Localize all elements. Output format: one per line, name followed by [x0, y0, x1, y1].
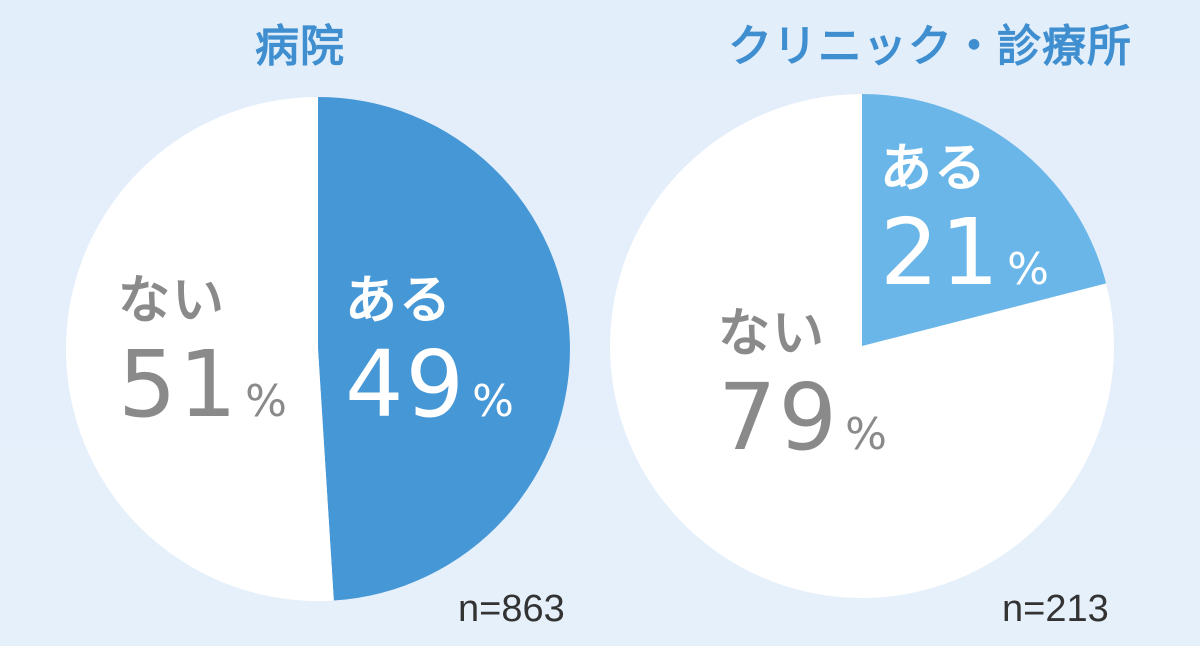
pie-hospital: [65, 97, 570, 601]
slice-value: 21: [880, 199, 1002, 306]
slice-name: ない: [718, 304, 827, 364]
chart-hospital: 病院 ある 49% ない 51% n=863: [65, 21, 570, 630]
slice-value: 49: [345, 331, 467, 438]
slice-unit: %: [472, 376, 516, 427]
slice-name: ある: [880, 139, 989, 199]
pie-slice-nai: [65, 97, 334, 601]
slice-label-aru: ある 49%: [345, 275, 516, 431]
slice-name: ある: [345, 271, 454, 331]
slice-value: 79: [718, 364, 840, 471]
chart-clinic: クリニック・診療所 ある 21% ない 79% n=213: [600, 0, 1200, 646]
pie-slice-aru: [318, 97, 570, 601]
slice-unit: %: [245, 376, 289, 427]
slice-label-nai: ない 51%: [118, 275, 289, 431]
slice-name: ない: [118, 271, 227, 331]
chart-title: 病院: [255, 21, 345, 72]
slice-unit: %: [1007, 244, 1051, 295]
chart-title: クリニック・診療所: [727, 21, 1133, 72]
pie-slice-nai: [609, 94, 1114, 598]
slice-label-nai: ない 79%: [718, 308, 889, 464]
slice-value: 51: [118, 331, 240, 438]
slice-unit: %: [845, 409, 889, 460]
pie-slice-aru: [862, 94, 1107, 346]
sample-size-label: n=213: [1002, 588, 1109, 630]
slice-label-aru: ある 21%: [880, 143, 1051, 299]
pie-clinic: [609, 94, 1114, 598]
sample-size-label: n=863: [458, 588, 565, 630]
